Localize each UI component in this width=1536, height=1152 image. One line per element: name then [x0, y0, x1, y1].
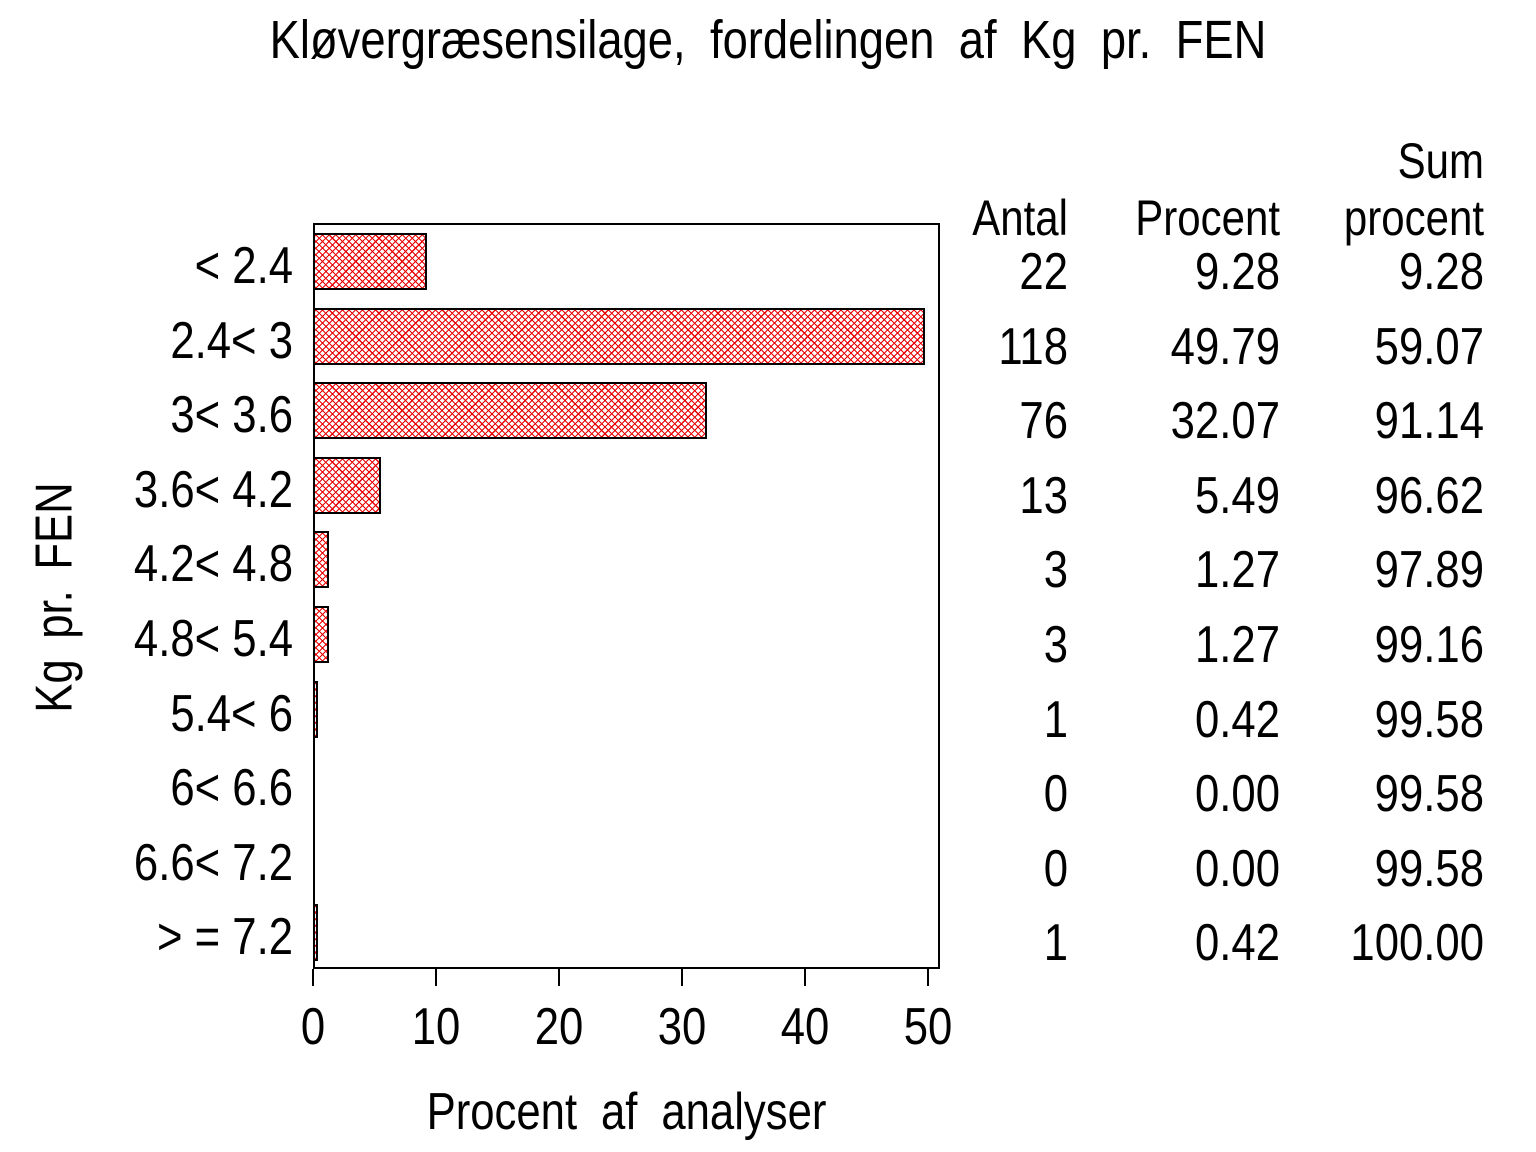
procent-value: 1.27 [1194, 541, 1280, 600]
procent-value: 0.42 [1194, 690, 1280, 749]
x-axis-tick [312, 969, 314, 986]
bar [313, 233, 427, 290]
antal-value: 3 [1043, 541, 1068, 600]
bar [313, 606, 329, 663]
procent-value: 0.42 [1194, 914, 1280, 973]
x-axis-tick [435, 969, 437, 986]
antal-value: 22 [1019, 243, 1068, 301]
sum-procent-value: 99.16 [1374, 616, 1484, 674]
antal-value: 0 [1043, 839, 1068, 898]
sum-procent-value: 97.89 [1374, 541, 1484, 600]
x-axis-tick [681, 969, 683, 986]
sum-procent-value: 9.28 [1398, 243, 1484, 301]
bar [313, 456, 381, 514]
procent-value: 32.07 [1170, 392, 1280, 451]
x-axis-tick-label: 40 [780, 998, 830, 1056]
column-header-sum-line1: Sum [1397, 133, 1484, 189]
category-label: 6.6< 7.2 [133, 833, 293, 892]
category-label: 4.8< 5.4 [133, 610, 293, 668]
category-label: 5.4< 6 [170, 684, 293, 743]
chart-title: Kløvergræsensilage, fordelingen af Kg pr… [269, 10, 1267, 70]
antal-value: 13 [1019, 466, 1068, 525]
bar [313, 904, 318, 962]
antal-value: 1 [1043, 690, 1068, 749]
sum-procent-value: 99.58 [1374, 690, 1484, 749]
antal-value: 0 [1043, 765, 1068, 824]
column-header-procent: Procent [1135, 190, 1280, 246]
procent-value: 5.49 [1194, 466, 1280, 525]
x-axis-tick [804, 969, 806, 986]
x-axis-tick-label: 0 [300, 998, 326, 1056]
sum-procent-value: 99.58 [1374, 839, 1484, 898]
procent-value: 49.79 [1170, 317, 1280, 376]
column-header-sum-procent: Sum procent [1215, 133, 1484, 247]
antal-value: 118 [998, 317, 1068, 376]
sum-procent-value: 99.58 [1374, 765, 1484, 824]
x-axis-tick [927, 969, 929, 986]
procent-value: 1.27 [1194, 616, 1280, 674]
sum-procent-value: 100.00 [1350, 914, 1484, 973]
category-label: > = 7.2 [156, 908, 293, 967]
x-axis-title: Procent af analyser [426, 1083, 827, 1141]
x-axis-tick-label: 30 [657, 998, 707, 1056]
category-label: < 2.4 [194, 237, 293, 295]
bar [313, 307, 925, 365]
category-label: 6< 6.6 [170, 759, 293, 818]
category-label: 3< 3.6 [170, 386, 293, 445]
bar [313, 531, 329, 589]
x-axis-tick-label: 10 [411, 998, 461, 1056]
antal-value: 1 [1043, 914, 1068, 973]
x-axis-tick-label: 20 [534, 998, 584, 1056]
sum-procent-value: 96.62 [1374, 466, 1484, 525]
antal-value: 3 [1043, 616, 1068, 674]
column-header-sum-line2: procent [1343, 190, 1484, 246]
x-axis-tick [558, 969, 560, 986]
category-label: 4.2< 4.8 [133, 535, 293, 594]
column-header-antal: Antal [972, 190, 1068, 246]
bar [313, 382, 707, 440]
sum-procent-value: 91.14 [1374, 392, 1484, 451]
x-axis-tick-label: 50 [903, 998, 953, 1056]
category-label: 3.6< 4.2 [133, 460, 293, 519]
antal-value: 76 [1019, 392, 1068, 451]
category-label: 2.4< 3 [170, 311, 293, 370]
bar [313, 680, 318, 738]
procent-value: 0.00 [1194, 765, 1280, 824]
procent-value: 0.00 [1194, 839, 1280, 898]
sum-procent-value: 59.07 [1374, 317, 1484, 376]
procent-value: 9.28 [1194, 243, 1280, 301]
